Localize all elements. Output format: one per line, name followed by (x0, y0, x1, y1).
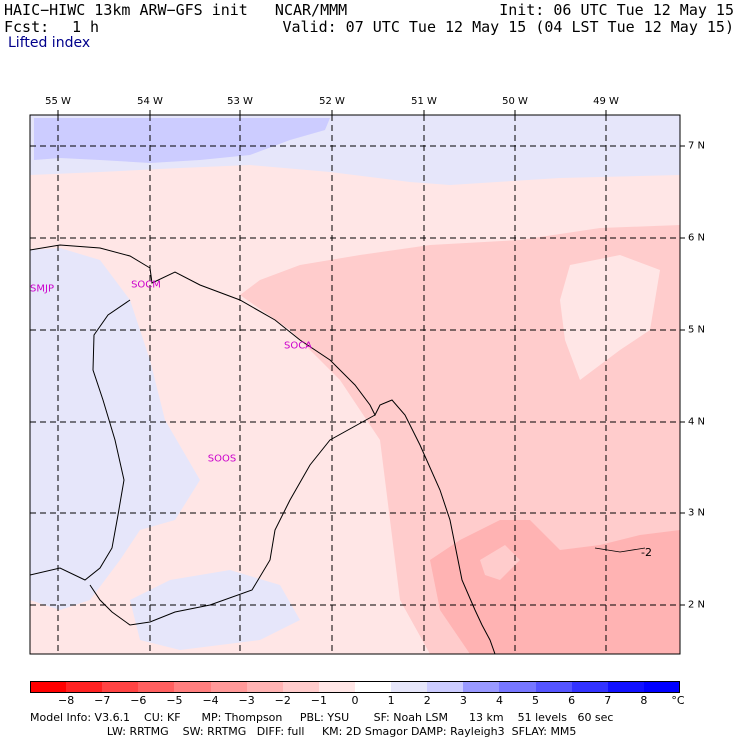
valid-time: Valid: 07 UTC Tue 12 May 15 (04 LST Tue … (282, 18, 734, 36)
lat-label: 4 N (688, 416, 706, 428)
lon-label: 53 W (227, 96, 253, 107)
colorbar-tick-label: 0 (351, 694, 359, 707)
colorbar-tick-label: −7 (94, 694, 111, 707)
forecast-label: Fcst: (4, 18, 50, 36)
colorbar-frame (30, 681, 680, 693)
colorbar-tick-label: −3 (238, 694, 255, 707)
contour-minus2-line (594, 547, 646, 553)
field-blue-north (34, 118, 330, 163)
lon-label: 50 W (502, 96, 528, 107)
colorbar-tick-label: −8 (58, 694, 75, 707)
station-label: SMJP (30, 283, 54, 295)
colorbar-tick-label: 1 (387, 694, 395, 707)
colorbar-tick-label: 6 (568, 694, 576, 707)
lat-label: 3 N (688, 507, 706, 519)
lon-label: 55 W (45, 96, 71, 107)
colorbar-unit: °C (671, 694, 685, 707)
colorbar-tick-label: −2 (274, 694, 291, 707)
lat-label: 6 N (688, 232, 706, 244)
forecast-hour: 1 h (72, 18, 100, 36)
colorbar-tick-label: −4 (202, 694, 219, 707)
lon-label: 49 W (593, 96, 619, 107)
border-suriname-east (30, 299, 131, 581)
colorbar-tick-label: 8 (640, 694, 648, 707)
colorbar-tick-label: 7 (604, 694, 612, 707)
station-label: SOCM (131, 279, 161, 291)
model-info-line2: LW: RRTMG SW: RRTMG DIFF: full KM: 2D Sm… (30, 725, 577, 738)
colorbar-tick-label: 3 (459, 694, 467, 707)
lat-label: 7 N (688, 140, 706, 152)
colorbar-tick-label: −6 (130, 694, 147, 707)
border-french-guiana (89, 414, 376, 626)
init-time: Init: 06 UTC Tue 12 May 15 (499, 1, 734, 19)
colorbar-tick-label: 4 (495, 694, 503, 707)
station-label: SOCA (283, 340, 313, 352)
lon-label: 51 W (411, 96, 437, 107)
colorbar-tick-label: −5 (166, 694, 183, 707)
colorbar-tick-label: −1 (310, 694, 327, 707)
field-pale-pink-patch (560, 255, 660, 380)
model-title: HAIC−HIWC 13km ARW−GFS init NCAR/MMM (4, 1, 348, 19)
coastline (30, 244, 496, 654)
field-light-blue-west (30, 248, 200, 610)
lon-label: 54 W (137, 96, 163, 107)
field-name: Lifted index (8, 35, 91, 51)
lat-label: 2 N (688, 599, 706, 611)
colorbar-tick-label: 5 (532, 694, 540, 707)
station-label: SOOS (207, 453, 237, 465)
contour-label: -2 (641, 546, 652, 559)
model-info-line1: Model Info: V3.6.1 CU: KF MP: Thompson P… (30, 711, 614, 724)
lon-label: 52 W (319, 96, 345, 107)
lat-label: 5 N (688, 324, 706, 336)
field-pale-pink-inlet (480, 545, 520, 580)
colorbar-tick-label: 2 (423, 694, 431, 707)
field-light-blue-south (130, 570, 300, 650)
map-frame (29, 114, 681, 655)
